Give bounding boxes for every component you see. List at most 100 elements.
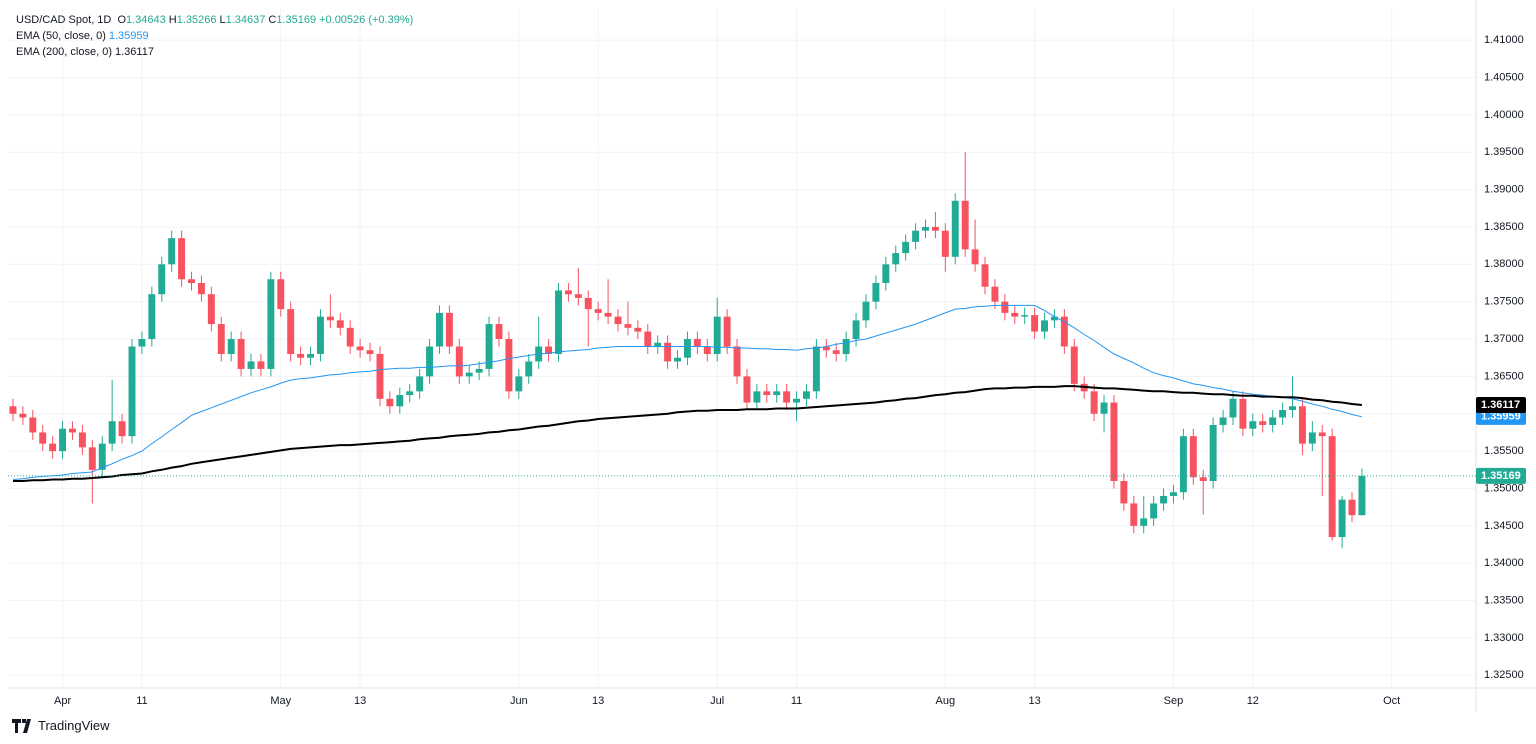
y-tick-label: 1.35000 [1484,482,1524,494]
candle-body [386,398,394,407]
candle-body [1199,477,1207,482]
x-tick-label: Aug [936,695,956,707]
candle-body [892,253,900,265]
candle-body [951,200,959,257]
y-tick-label: 1.40500 [1484,71,1524,83]
candle-body [98,443,106,470]
candle-body [941,230,949,257]
x-tick-label: 11 [136,695,147,707]
candle-body [1031,315,1039,332]
price-tag [1476,397,1526,414]
candle-body [1219,417,1227,425]
candle-body [693,339,701,347]
candle-body [674,357,681,362]
candle-body [743,376,751,403]
candle-body [1170,492,1177,496]
candle-body [297,353,305,358]
candle-body [1050,316,1058,321]
candle-body [49,443,57,452]
candle-body [326,316,334,321]
x-tick-label: 13 [354,695,366,707]
ohlc-label: L [219,14,226,26]
candle-body [664,342,672,362]
candle-body [1090,391,1098,414]
candle-body [1259,421,1267,425]
y-tick-label: 1.41000 [1484,34,1524,46]
y-tick-label: 1.37000 [1484,333,1524,345]
branding: TradingView [12,718,110,733]
candle-body [287,309,295,354]
y-tick-label: 1.33000 [1484,632,1524,644]
candle-body [872,282,880,302]
candle-body [574,294,582,298]
price-tag [1476,467,1526,484]
candle-body [1229,398,1237,418]
candle-body [336,320,344,328]
candle-body [39,432,47,444]
candle-body [1269,417,1277,425]
candle-body [1160,495,1168,504]
candle-body [991,286,999,302]
candle-body [267,279,275,369]
candle-body [168,238,176,265]
candle-body [78,432,86,448]
candle-body [346,327,354,347]
candle-body [237,339,245,369]
candle-body [654,342,662,347]
x-tick-label: Oct [1383,695,1400,707]
candle-body [862,301,870,321]
candle-body [832,350,840,354]
ema-line [12,304,1363,480]
candle-body [1120,481,1128,504]
candle-body [703,346,711,354]
brand-name: TradingView [38,718,110,733]
indicator-value: 1.36117 [115,46,154,58]
candle-body [683,339,691,358]
candle-body [1070,346,1078,384]
candle-body [217,324,225,354]
candle-body [584,297,592,310]
candle-body [475,368,483,373]
y-tick-label: 1.39000 [1484,183,1524,195]
candle-body [1011,312,1019,317]
legend: USD/CAD Spot, 1D O1.34643 H1.35266 L1.3463… [16,12,416,60]
candle-body [644,331,652,347]
candle-body [247,361,255,369]
candle-body [88,447,96,470]
candle-body [753,391,761,403]
candle-body [961,200,969,250]
candle-body [1001,301,1009,313]
candle-body [69,428,76,433]
candle-body [852,320,860,340]
x-tick-label: 11 [791,695,802,707]
ohlc-value: 1.35169 [276,14,317,26]
x-tick-label: Jun [510,695,528,707]
candle-body [733,346,741,377]
y-tick-label: 1.35500 [1484,445,1524,457]
ohlc-value: 1.34637 [225,14,266,26]
price-tag-label: 1.36117 [1481,399,1520,411]
candle-body [1239,398,1247,429]
candle-body [922,226,929,231]
candle-body [1110,402,1118,482]
indicator-name: EMA (50, close, 0) [16,30,106,42]
candle-body [564,290,572,295]
candle-body [1348,499,1356,516]
candle-body [445,312,453,347]
x-tick-label: Apr [54,695,71,707]
x-tick-label: 13 [592,695,604,707]
candle-body [803,391,810,399]
candle-body [902,241,910,254]
y-tick-label: 1.34500 [1484,520,1524,532]
candle-body [1179,436,1187,493]
candle-body [763,391,771,396]
candle-body [1209,424,1217,482]
candle-body [793,398,801,403]
candle-body [505,339,513,392]
ohlc-label: H [168,14,177,26]
candle-body [723,316,731,347]
candle-body [178,238,186,280]
candle-body [1328,436,1336,538]
y-tick-label: 1.40000 [1484,109,1524,121]
